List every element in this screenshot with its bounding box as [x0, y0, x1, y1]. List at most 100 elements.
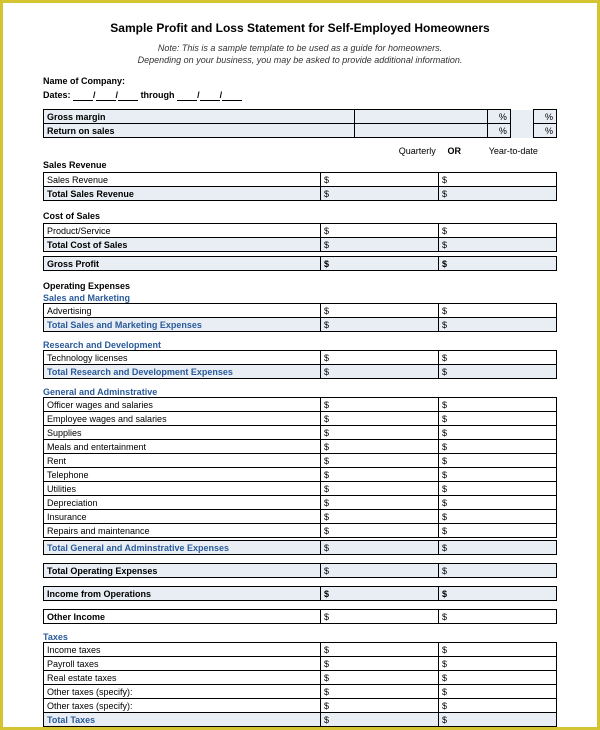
ga-row: Employee wages and salaries [44, 412, 321, 426]
ga5-v2[interactable]: $ [439, 468, 557, 482]
tx0-v1[interactable]: $ [321, 643, 439, 657]
tsm-v2[interactable]: $ [439, 318, 557, 332]
tx2-v2[interactable]: $ [439, 671, 557, 685]
sales-revenue-header: Sales Revenue [43, 158, 557, 172]
tx0-v2[interactable]: $ [439, 643, 557, 657]
ga9-v2[interactable]: $ [439, 524, 557, 538]
tax-row: Real estate taxes [44, 671, 321, 685]
ga-row: Supplies [44, 426, 321, 440]
tx2-v1[interactable]: $ [321, 671, 439, 685]
income-ops-table: Income from Operations$$ [43, 586, 557, 601]
sales-marketing-table: Advertising$$ Total Sales and Marketing … [43, 303, 557, 332]
gross-profit-table: Gross Profit$$ [43, 256, 557, 271]
ttx-v2[interactable]: $ [439, 713, 557, 727]
ga9-v1[interactable]: $ [321, 524, 439, 538]
tx1-v2[interactable]: $ [439, 657, 557, 671]
date-from-d[interactable] [96, 90, 116, 101]
tx3-v1[interactable]: $ [321, 685, 439, 699]
cost-sales-table: Product/Service$$ Total Cost of Sales$$ [43, 223, 557, 252]
total-gen-admin: Total General and Adminstrative Expenses [44, 541, 321, 555]
pct2: % [533, 110, 556, 124]
ga6-v2[interactable]: $ [439, 482, 557, 496]
other-income-label: Other Income [44, 610, 321, 624]
ga8-v2[interactable]: $ [439, 510, 557, 524]
tx1-v1[interactable]: $ [321, 657, 439, 671]
tcs-v1[interactable]: $ [321, 238, 439, 252]
cs-v1[interactable]: $ [321, 224, 439, 238]
ga7-v1[interactable]: $ [321, 496, 439, 510]
io-v1[interactable]: $ [321, 587, 439, 601]
ga5-v1[interactable]: $ [321, 468, 439, 482]
toe-v1[interactable]: $ [321, 564, 439, 578]
or-label: OR [439, 144, 470, 158]
oi-v2[interactable]: $ [439, 610, 557, 624]
tx3-v2[interactable]: $ [439, 685, 557, 699]
rd-v2[interactable]: $ [439, 351, 557, 365]
ga1-v1[interactable]: $ [321, 412, 439, 426]
ga-row: Officer wages and salaries [44, 398, 321, 412]
ga0-v2[interactable]: $ [439, 398, 557, 412]
ga4-v2[interactable]: $ [439, 454, 557, 468]
ga6-v1[interactable]: $ [321, 482, 439, 496]
ga7-v2[interactable]: $ [439, 496, 557, 510]
gp-v2[interactable]: $ [439, 257, 557, 271]
oi-v1[interactable]: $ [321, 610, 439, 624]
ga1-v2[interactable]: $ [439, 412, 557, 426]
ga8-v1[interactable]: $ [321, 510, 439, 524]
tx4-v1[interactable]: $ [321, 699, 439, 713]
pct1: % [487, 110, 510, 124]
date-to-d[interactable] [200, 90, 220, 101]
tsr-v2[interactable]: $ [439, 187, 557, 201]
return-sales-label: Return on sales [44, 124, 355, 138]
trd-v2[interactable]: $ [439, 365, 557, 379]
ga3-v1[interactable]: $ [321, 440, 439, 454]
tsr-v1[interactable]: $ [321, 187, 439, 201]
toe-v2[interactable]: $ [439, 564, 557, 578]
operating-expenses-header: Operating Expenses [43, 279, 557, 293]
gen-admin-header: General and Adminstrative [43, 387, 557, 397]
ga2-v1[interactable]: $ [321, 426, 439, 440]
dates-field[interactable]: Dates: / / through / / [43, 90, 557, 101]
rd-v1[interactable]: $ [321, 351, 439, 365]
ga-row: Telephone [44, 468, 321, 482]
tx4-v2[interactable]: $ [439, 699, 557, 713]
taxes-table: Income taxes$$ Payroll taxes$$ Real esta… [43, 642, 557, 727]
trd-v1[interactable]: $ [321, 365, 439, 379]
gen-admin-total-table: Total General and Adminstrative Expenses… [43, 540, 557, 555]
ga-row: Utilities [44, 482, 321, 496]
date-from-m[interactable] [73, 90, 93, 101]
return-sales-val1[interactable] [355, 124, 488, 138]
tsm-v1[interactable]: $ [321, 318, 439, 332]
sr-v1[interactable]: $ [321, 173, 439, 187]
total-research-dev: Total Research and Development Expenses [44, 365, 321, 379]
sales-revenue-row: Sales Revenue [44, 173, 321, 187]
tax-row: Other taxes (specify): [44, 699, 321, 713]
research-dev-header: Research and Development [43, 340, 557, 350]
sm-v2[interactable]: $ [439, 304, 557, 318]
tga-v2[interactable]: $ [439, 541, 557, 555]
ga2-v2[interactable]: $ [439, 426, 557, 440]
tcs-v2[interactable]: $ [439, 238, 557, 252]
gross-margin-val1[interactable] [355, 110, 488, 124]
income-ops-label: Income from Operations [44, 587, 321, 601]
gp-v1[interactable]: $ [321, 257, 439, 271]
advertising-row: Advertising [44, 304, 321, 318]
date-to-m[interactable] [177, 90, 197, 101]
ga4-v1[interactable]: $ [321, 454, 439, 468]
company-field[interactable]: Name of Company: [43, 76, 557, 86]
sm-v1[interactable]: $ [321, 304, 439, 318]
ga3-v2[interactable]: $ [439, 440, 557, 454]
tax-row: Payroll taxes [44, 657, 321, 671]
ttx-v1[interactable]: $ [321, 713, 439, 727]
io-v2[interactable]: $ [439, 587, 557, 601]
date-to-y[interactable] [222, 90, 242, 101]
dates-prefix: Dates: [43, 90, 73, 100]
ga0-v1[interactable]: $ [321, 398, 439, 412]
cs-v2[interactable]: $ [439, 224, 557, 238]
tax-row: Other taxes (specify): [44, 685, 321, 699]
tga-v1[interactable]: $ [321, 541, 439, 555]
date-from-y[interactable] [118, 90, 138, 101]
total-operating-table: Total Operating Expenses$$ [43, 563, 557, 578]
total-sales-marketing: Total Sales and Marketing Expenses [44, 318, 321, 332]
sr-v2[interactable]: $ [439, 173, 557, 187]
